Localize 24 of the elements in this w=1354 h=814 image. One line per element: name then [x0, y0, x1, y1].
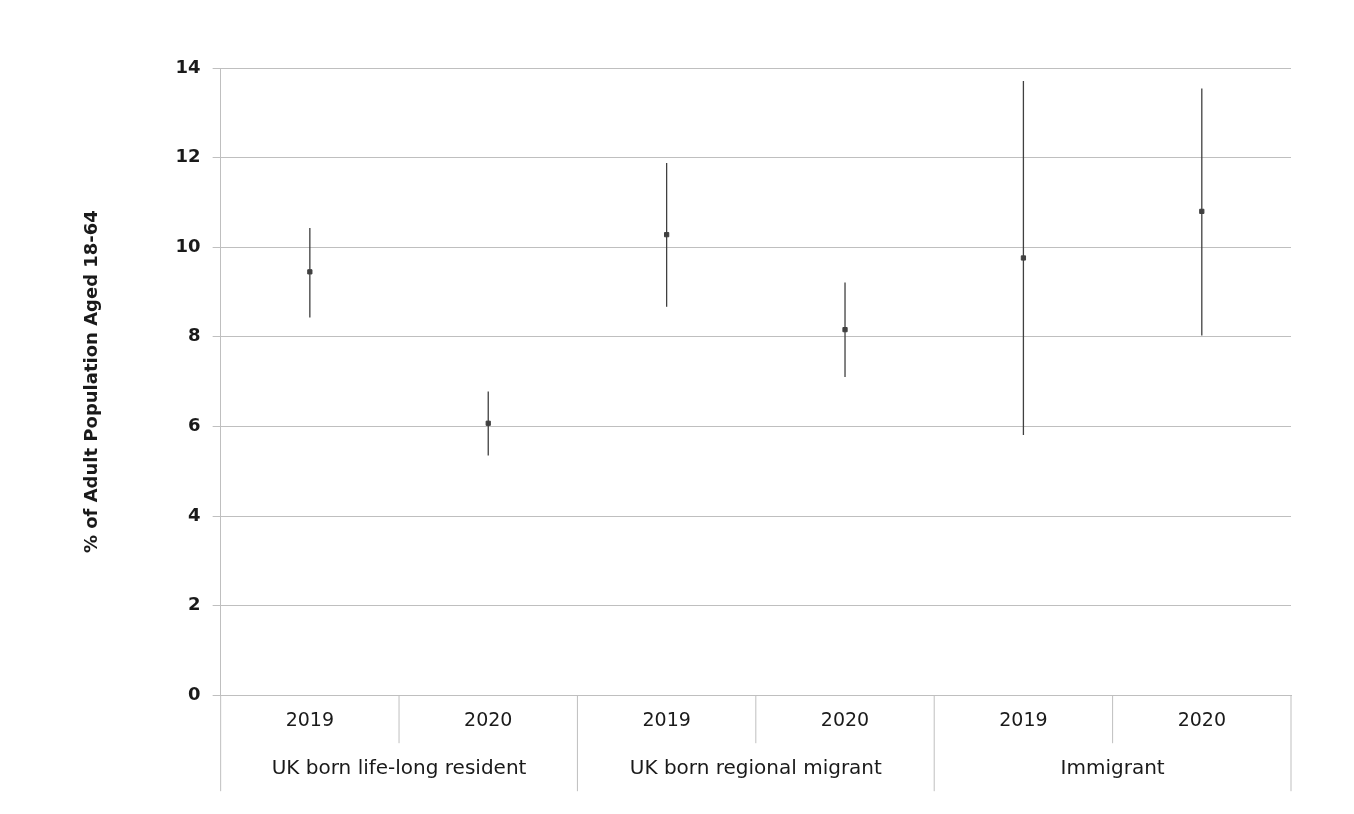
point	[842, 327, 848, 333]
x-tick-label: 2020	[464, 707, 513, 730]
y-tick-label: 6	[188, 414, 201, 436]
y-tick-label: 4	[188, 503, 201, 525]
y-tick-label: 2	[188, 593, 201, 615]
point	[1199, 208, 1205, 214]
point	[1020, 255, 1027, 261]
x-tick-label: 2020	[820, 707, 870, 730]
text: UK born regional migrant	[629, 755, 883, 780]
y-tick-label: 0	[188, 682, 201, 704]
y-tick-label: 10	[175, 234, 201, 256]
point	[664, 232, 670, 238]
point	[307, 269, 313, 275]
text: Immigrant	[1060, 755, 1165, 780]
point	[485, 420, 491, 426]
text: UK born life-long resident	[271, 755, 527, 780]
x-tick-label: 2019	[285, 707, 335, 730]
y-tick-label: 12	[175, 145, 201, 167]
y-tick-label: 14	[175, 55, 201, 77]
x-tick-label: 2019	[642, 707, 691, 730]
y-tick-label: 8	[188, 324, 201, 346]
x-tick-label: 2019	[999, 707, 1048, 730]
y-axis-title: % of Adult Population Aged 18-64	[80, 210, 102, 554]
x-tick-label: 2020	[1177, 707, 1226, 730]
